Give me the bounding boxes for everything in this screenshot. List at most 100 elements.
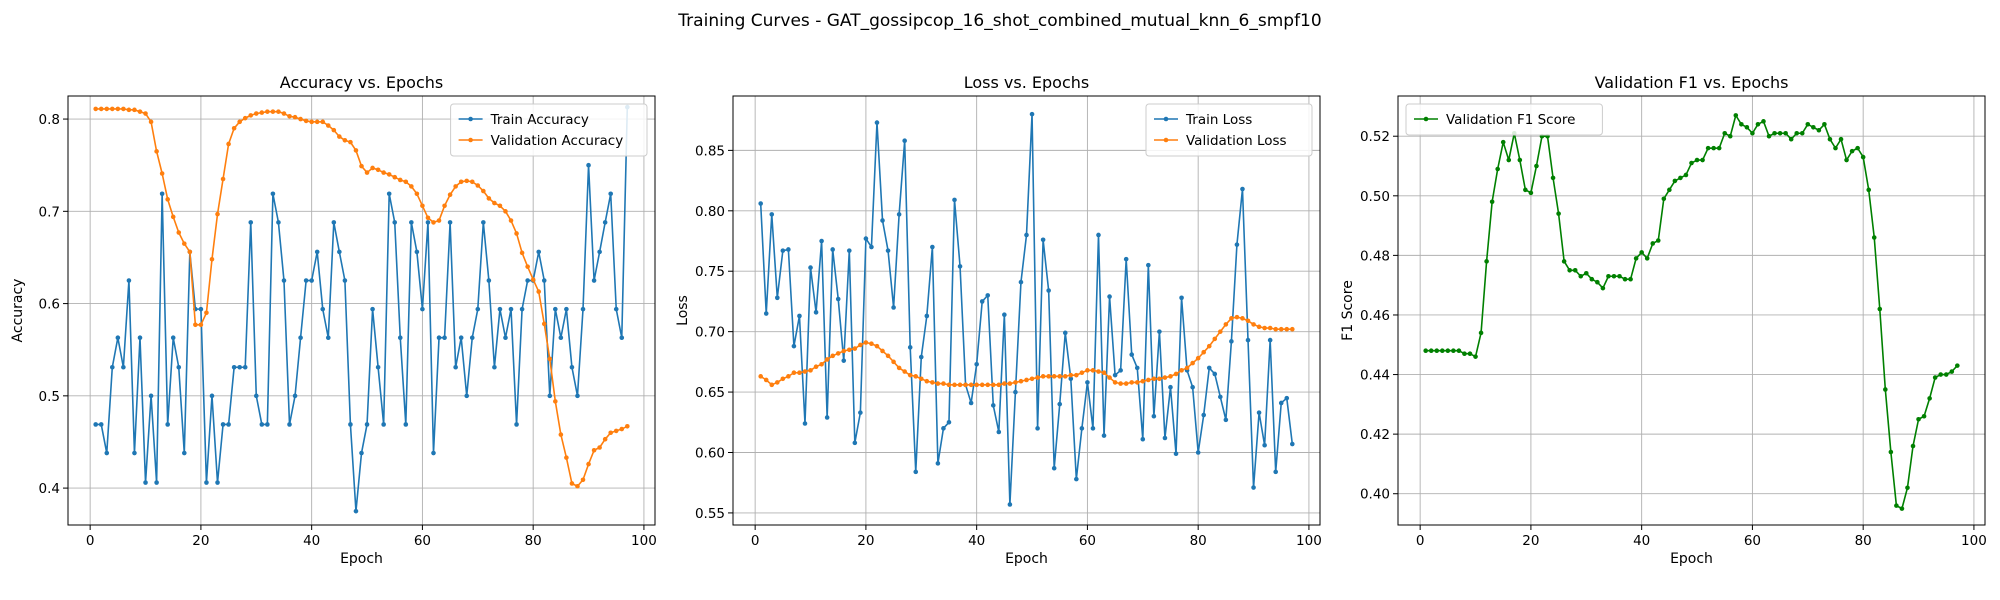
- data-point: [1949, 369, 1955, 374]
- series-line: [1425, 114, 1958, 510]
- data-point: [1107, 294, 1112, 299]
- data-point: [486, 196, 492, 201]
- data-point: [1151, 376, 1157, 382]
- data-point: [143, 480, 148, 485]
- data-point: [1035, 375, 1040, 380]
- data-point: [276, 109, 281, 114]
- legend-box: [1145, 103, 1313, 157]
- data-point: [1018, 378, 1024, 384]
- data-point: [381, 422, 386, 427]
- data-point: [436, 218, 442, 223]
- data-point: [110, 106, 115, 112]
- data-point: [403, 179, 409, 185]
- data-point: [181, 450, 187, 456]
- data-point: [613, 428, 619, 434]
- data-point: [325, 123, 331, 128]
- data-point: [891, 305, 896, 310]
- data-point: [786, 247, 791, 252]
- data-point: [597, 445, 602, 450]
- data-point: [1062, 330, 1068, 336]
- data-point: [453, 184, 458, 189]
- data-point: [403, 422, 409, 427]
- data-point: [397, 335, 403, 341]
- data-point: [1600, 285, 1606, 291]
- data-point: [1484, 259, 1489, 264]
- data-point: [1639, 250, 1644, 255]
- data-point: [1550, 175, 1556, 181]
- data-point: [1068, 372, 1074, 378]
- data-point: [1727, 133, 1733, 139]
- data-point: [830, 353, 835, 359]
- data-point: [1223, 417, 1229, 423]
- data-point: [436, 335, 442, 341]
- data-point: [780, 376, 786, 382]
- data-point: [375, 167, 381, 173]
- data-point: [287, 113, 292, 119]
- x-tick-label: 20: [1522, 533, 1539, 549]
- x-axis-label: Epoch: [1005, 551, 1048, 567]
- data-point: [1805, 122, 1811, 127]
- y-tick-label: 0.60: [695, 445, 725, 461]
- data-point: [896, 365, 902, 371]
- data-point: [1921, 413, 1927, 419]
- data-point: [281, 278, 287, 283]
- data-point: [1013, 389, 1018, 395]
- data-point: [1766, 133, 1772, 139]
- data-point: [248, 113, 254, 118]
- legend-label: Train Accuracy: [490, 112, 589, 128]
- data-point: [858, 342, 863, 348]
- data-point: [1267, 337, 1273, 343]
- legend-label: Train Loss: [1185, 112, 1252, 128]
- data-point: [98, 106, 104, 112]
- data-point: [325, 335, 331, 341]
- data-point: [309, 119, 314, 125]
- data-point: [580, 477, 586, 483]
- data-point: [1218, 394, 1223, 400]
- y-tick-label: 0.65: [695, 385, 725, 401]
- data-point: [370, 306, 375, 312]
- data-point: [154, 149, 159, 154]
- data-point: [348, 139, 353, 145]
- data-point: [869, 341, 874, 347]
- data-point: [758, 201, 763, 206]
- data-point: [1672, 178, 1678, 184]
- data-point: [226, 141, 231, 147]
- data-point: [1278, 326, 1284, 332]
- data-point: [392, 220, 398, 225]
- data-point: [946, 419, 952, 425]
- legend: Validation F1 Score: [1405, 103, 1603, 136]
- data-point: [492, 364, 497, 370]
- data-point: [808, 265, 813, 270]
- data-point: [1085, 380, 1090, 385]
- series-validation-loss: [758, 314, 1295, 388]
- x-tick-label: 100: [1296, 533, 1322, 549]
- data-point: [1046, 374, 1051, 379]
- data-point: [824, 415, 830, 420]
- data-point: [181, 241, 187, 246]
- data-point: [1002, 381, 1007, 386]
- data-point: [386, 191, 392, 197]
- x-tick-label: 40: [968, 533, 985, 549]
- data-point: [1667, 187, 1672, 193]
- data-point: [193, 322, 198, 328]
- data-point: [553, 306, 558, 312]
- data-point: [575, 393, 580, 399]
- data-point: [170, 335, 176, 341]
- data-point: [575, 483, 580, 489]
- data-point: [763, 311, 769, 316]
- data-point: [791, 343, 797, 349]
- data-point: [1877, 306, 1883, 312]
- data-point: [1750, 130, 1755, 136]
- data-point: [353, 508, 359, 514]
- chart-panel-2: Loss vs. Epochs 0 20 40 60 80 100 0.55 0.60 0.65 0…: [675, 73, 1322, 567]
- x-tick-label: 80: [525, 533, 542, 549]
- legend-box: [450, 103, 648, 157]
- data-point: [1201, 412, 1207, 418]
- data-point: [1002, 312, 1007, 318]
- data-point: [215, 480, 220, 485]
- data-point: [132, 450, 137, 456]
- data-point: [481, 188, 486, 194]
- data-point: [907, 345, 913, 350]
- data-point: [1678, 175, 1683, 181]
